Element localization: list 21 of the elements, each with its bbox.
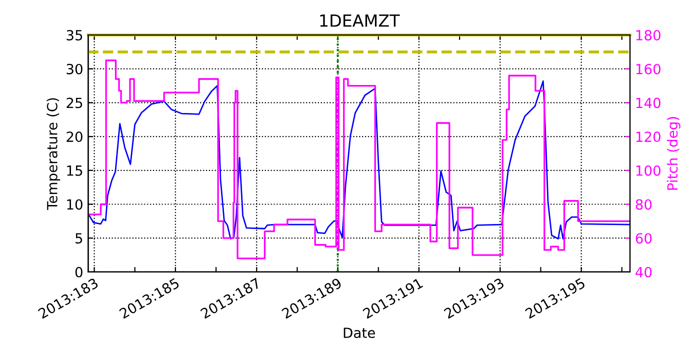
y-tick-label: 10 (67, 199, 82, 210)
y-axis-title: Temperature (C) (46, 98, 60, 210)
y-tick-label: 5 (76, 233, 82, 244)
chart-title: 1DEAMZT (320, 14, 400, 27)
x-axis-title: Date (344, 328, 375, 338)
y2-tick-label: 80 (636, 199, 652, 210)
y2-tick-label: 180 (636, 30, 660, 40)
y2-tick-label: 60 (636, 233, 652, 244)
y-tick-label: 15 (67, 166, 82, 176)
y-tick-label: 30 (66, 64, 82, 74)
y-tick-label: 25 (66, 98, 82, 108)
y2-tick-label: 40 (636, 266, 652, 278)
y2-axis-title: Pitch (deg) (666, 117, 680, 190)
y-tick-label: 35 (66, 30, 82, 40)
line-series (88, 80, 630, 240)
y2-tick-label: 100 (636, 165, 660, 176)
y2-tick-label: 140 (636, 98, 660, 108)
y2-tick-label: 160 (636, 64, 660, 74)
y2-tick-label: 120 (636, 132, 660, 142)
y-tick-label: 20 (66, 132, 82, 142)
y-tick-label: 0 (75, 266, 82, 278)
